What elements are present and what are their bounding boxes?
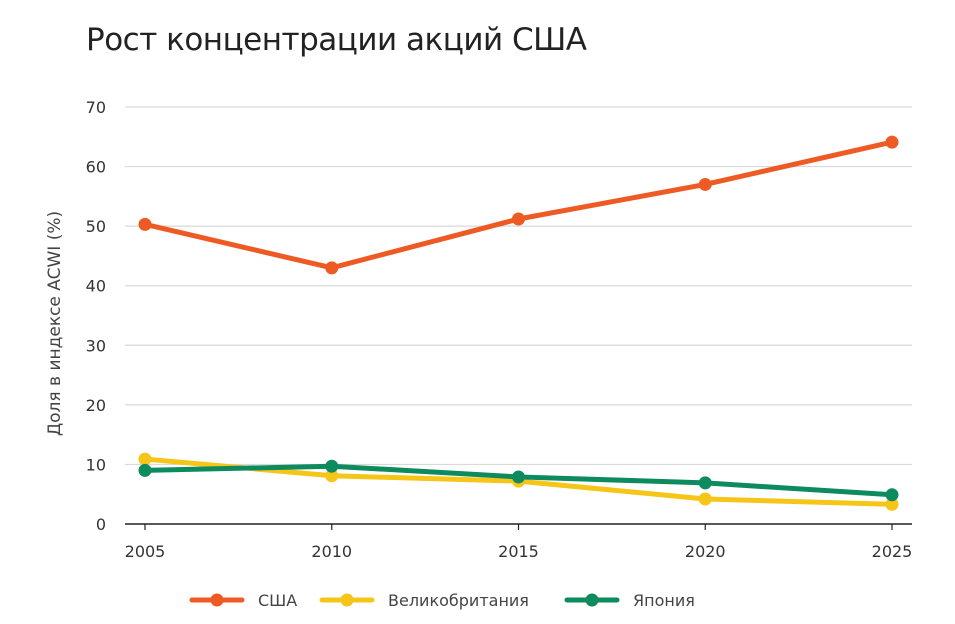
x-tick-label: 2015 [498, 542, 539, 561]
data-point [885, 488, 899, 502]
legend-swatch-marker [585, 593, 599, 607]
y-tick-label: 0 [96, 515, 106, 534]
data-point [138, 217, 152, 231]
x-tick-label: 2025 [872, 542, 913, 561]
data-point [698, 177, 712, 191]
y-tick-label: 30 [86, 336, 106, 355]
series-line-1 [142, 139, 895, 271]
data-point [138, 452, 152, 466]
x-tick-label: 2010 [311, 542, 352, 561]
data-point [325, 459, 339, 473]
data-point [885, 135, 899, 149]
y-tick-label: 20 [86, 396, 106, 415]
y-tick-label: 10 [86, 455, 106, 474]
x-tick-label: 2005 [125, 542, 166, 561]
chart-title: Рост концентрации акций США [86, 22, 587, 58]
data-point [885, 497, 899, 511]
legend: США Великобритания Япония [189, 591, 695, 610]
legend-swatch-marker [210, 593, 224, 607]
y-axis-ticks: 0 10 20 30 40 50 60 70 [86, 98, 106, 534]
data-point [138, 463, 152, 477]
legend-label: Япония [633, 591, 695, 610]
y-axis-label: Доля в индексе ACWI (%) [45, 211, 65, 436]
gridlines [125, 106, 912, 466]
data-point [325, 469, 339, 483]
legend-label: Великобритания [388, 591, 529, 610]
x-axis-ticks: 2005 2010 2015 2020 2025 [125, 524, 913, 561]
series-group [138, 135, 899, 511]
data-point [325, 261, 339, 275]
data-point [512, 470, 525, 484]
y-tick-label: 60 [86, 158, 106, 177]
y-tick-label: 50 [86, 217, 106, 236]
legend-label: США [258, 591, 297, 610]
data-point [698, 476, 712, 490]
x-tick-label: 2020 [685, 542, 726, 561]
data-point [698, 492, 712, 506]
data-point [512, 212, 525, 226]
legend-swatch-marker [340, 593, 354, 607]
y-tick-label: 70 [86, 98, 106, 117]
y-tick-label: 40 [86, 277, 106, 296]
